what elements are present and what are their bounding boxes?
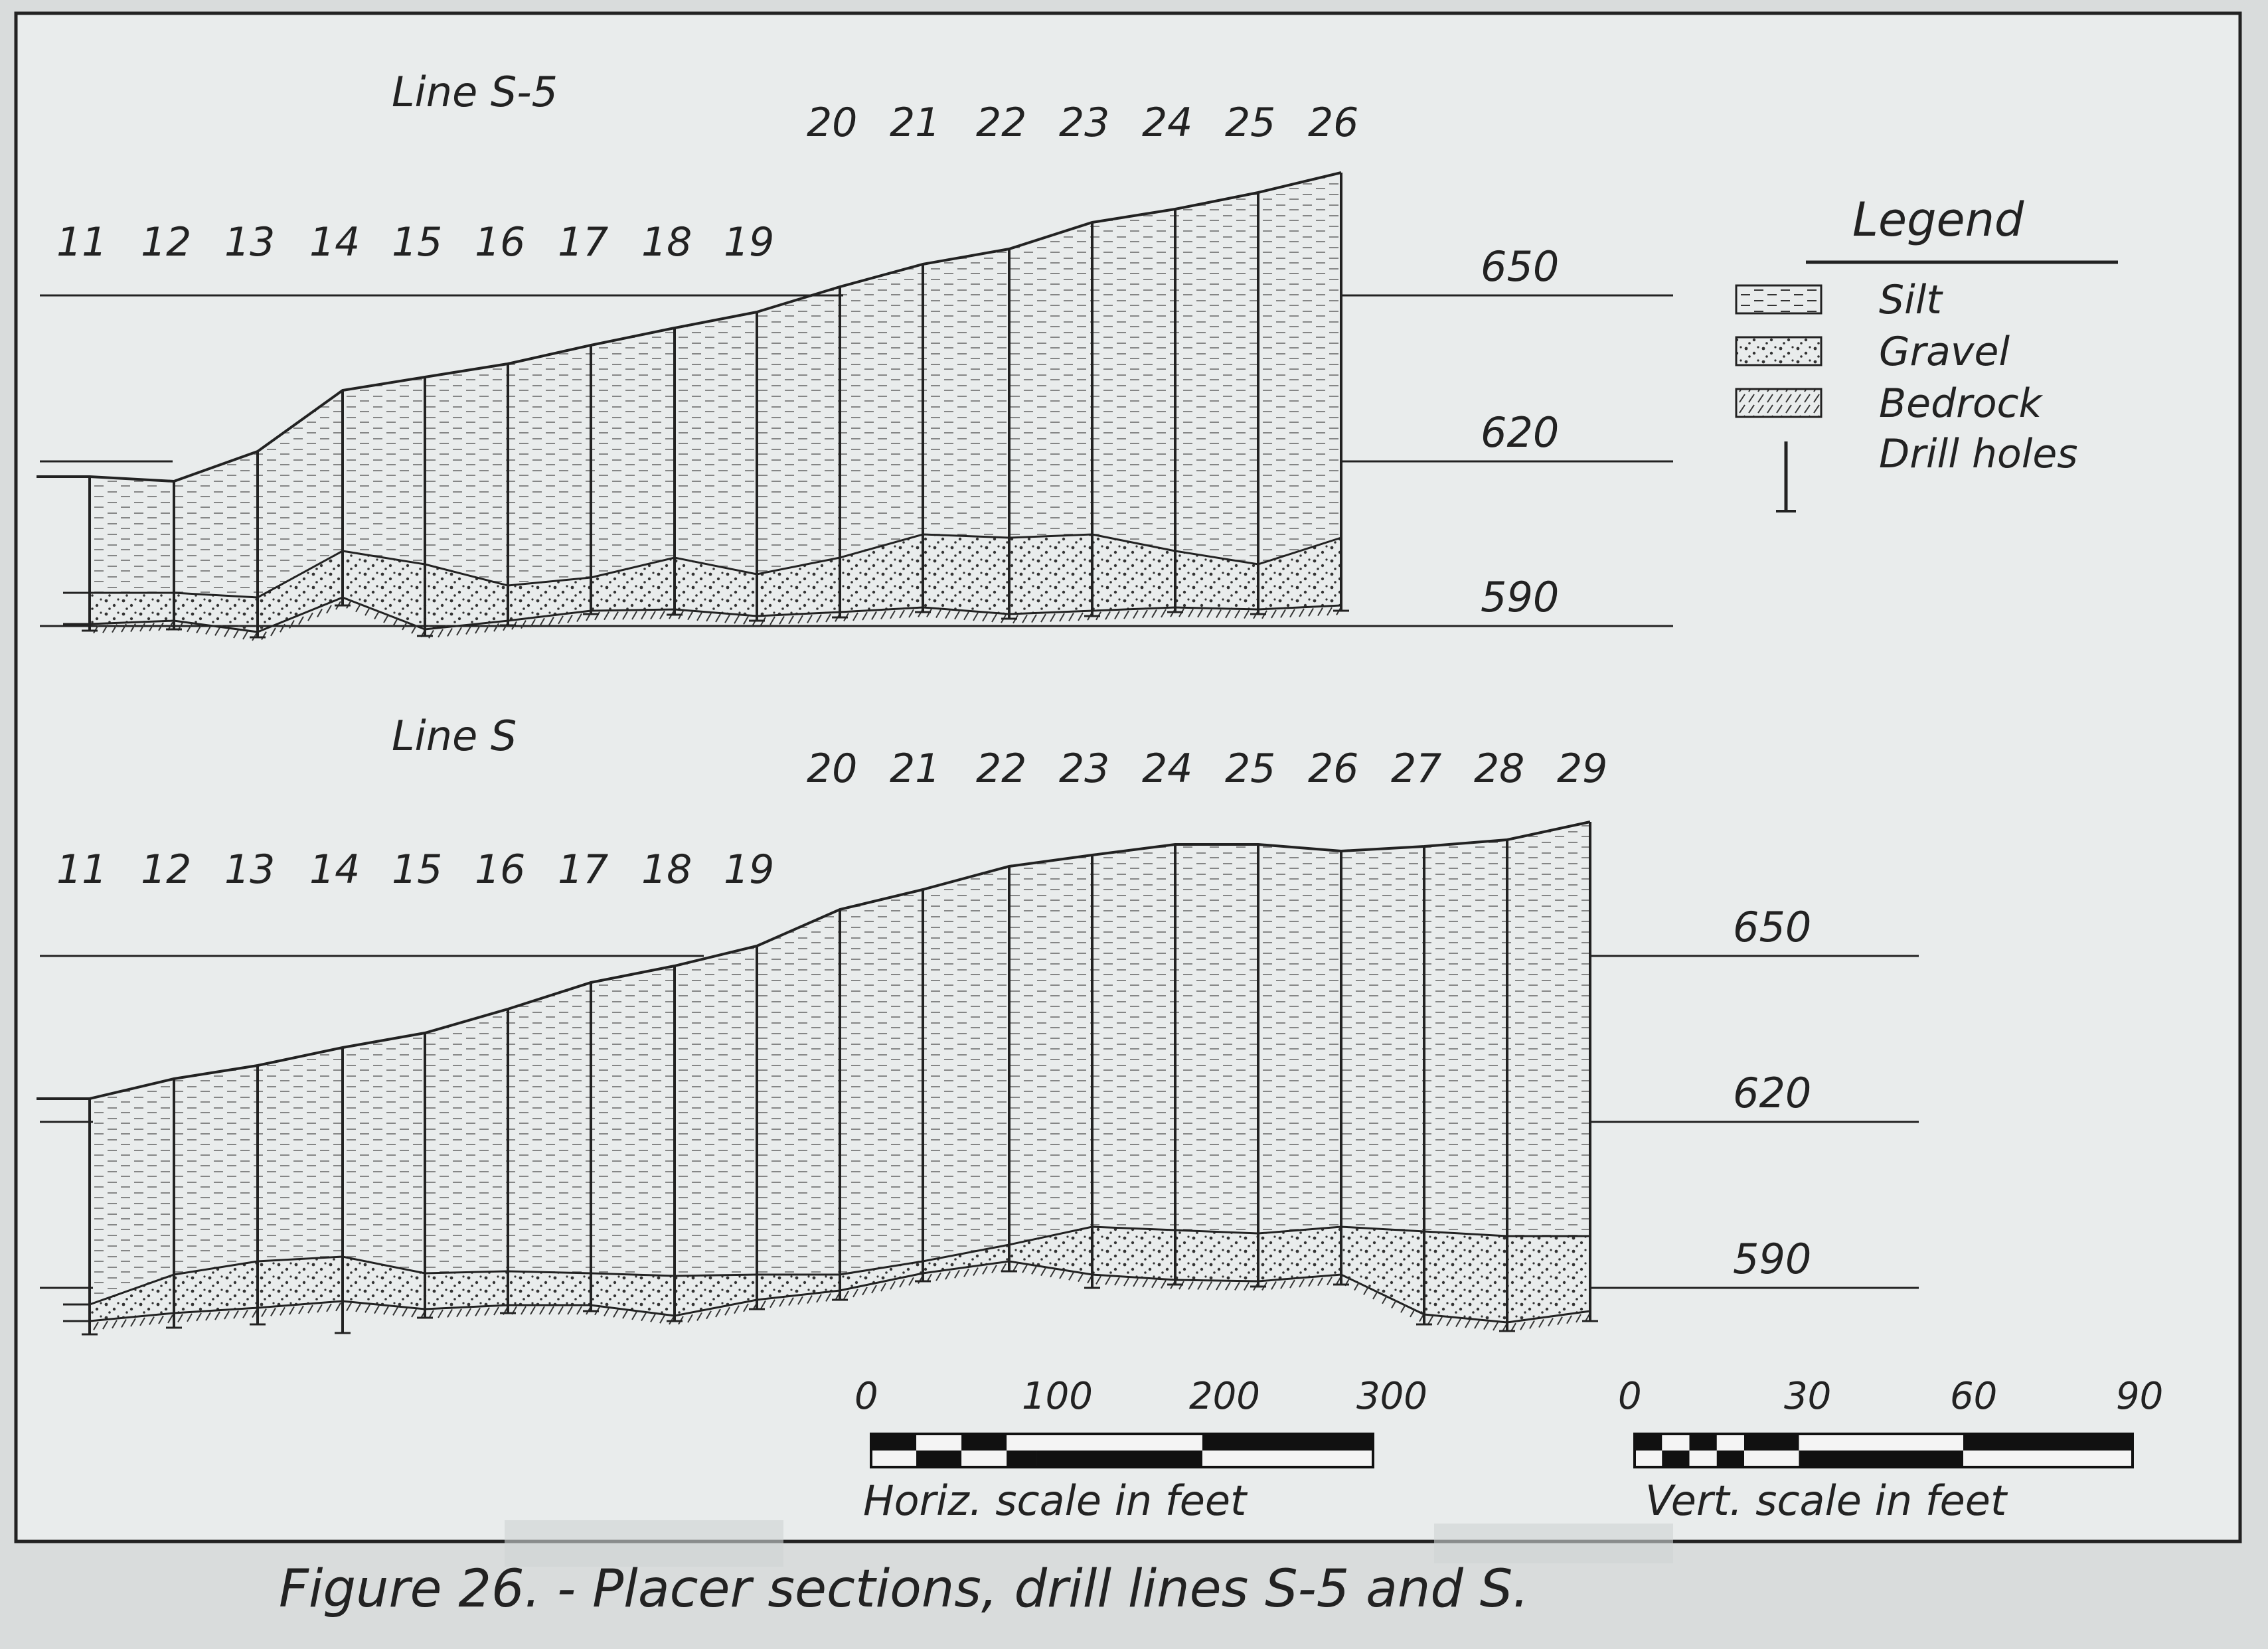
hole-label: 21 <box>890 100 940 146</box>
hole-labels: 11 12 13 14 15 16 17 18 19 20 21 22 23 24 25 26 27 28 29 <box>56 746 1607 893</box>
scale-bar <box>1633 1433 2134 1468</box>
scale-ticks: 0 30 60 90 <box>1618 1375 2163 1418</box>
hole-label: 15 <box>392 219 442 266</box>
hole-label: 19 <box>724 846 774 893</box>
hole-label: 26 <box>1308 746 1358 792</box>
scale-label: Vert. scale in feet <box>1645 1476 2008 1525</box>
drill-holes <box>82 173 1349 639</box>
scale-tick-label: 300 <box>1356 1375 1427 1418</box>
hole-label: 25 <box>1225 746 1275 792</box>
hole-label: 16 <box>475 219 525 266</box>
hole-label: 11 <box>56 846 107 893</box>
hole-label: 14 <box>309 846 360 893</box>
hole-label: 26 <box>1308 100 1358 146</box>
hole-label: 12 <box>141 846 191 893</box>
hole-label: 19 <box>724 219 774 266</box>
elevation-lines: 650 620 590 <box>40 903 1919 1289</box>
elevation-label: 650 <box>1733 903 1811 951</box>
hole-label: 13 <box>224 846 275 893</box>
legend-label: Silt <box>1879 277 1943 323</box>
hole-labels: 11 12 13 14 15 16 17 18 19 20 21 22 23 24 25 26 <box>56 100 1358 266</box>
section-profile <box>37 171 1342 641</box>
elevation-label: 620 <box>1481 408 1559 457</box>
horizontal-scale: 0 100 200 300 Horiz. scale in feet <box>854 1375 1427 1525</box>
hole-label: 20 <box>807 746 857 792</box>
scale-ticks: 0 100 200 300 <box>854 1375 1427 1418</box>
hole-label: 17 <box>558 846 608 893</box>
scale-tick-label: 90 <box>2116 1375 2163 1418</box>
elevation-label: 650 <box>1481 242 1559 291</box>
legend-label: Drill holes <box>1879 431 2078 477</box>
hole-label: 20 <box>807 100 857 146</box>
hole-label: 23 <box>1059 746 1109 792</box>
figure-caption: Figure 26. - Placer sections, drill line… <box>279 1559 1529 1619</box>
legend-label: Gravel <box>1879 329 2010 375</box>
legend-item-drill-holes: Drill holes <box>1776 431 2078 512</box>
hole-label: 13 <box>224 219 275 266</box>
hole-label: 14 <box>309 219 360 266</box>
hole-label: 18 <box>641 219 692 266</box>
scale-tick-label: 60 <box>1950 1375 1997 1418</box>
elevation-label: 620 <box>1733 1069 1811 1117</box>
hole-label: 15 <box>392 846 442 893</box>
bedrock-icon <box>1735 388 1822 418</box>
legend-item-bedrock: Bedrock <box>1735 380 2044 427</box>
legend-item-gravel: Gravel <box>1735 329 2010 375</box>
hole-label: 21 <box>890 746 940 792</box>
hole-label: 24 <box>1142 746 1192 792</box>
legend-title: Legend <box>1852 193 2024 247</box>
hole-label: 22 <box>976 100 1026 146</box>
legend-item-silt: Silt <box>1735 277 1943 323</box>
hole-label: 25 <box>1225 100 1275 146</box>
elevation-label: 590 <box>1481 573 1559 621</box>
elevation-lines: 650 620 590 <box>40 242 1673 627</box>
scale-tick-label: 200 <box>1189 1375 1260 1418</box>
elevation-label: 590 <box>1733 1235 1811 1283</box>
hole-label: 24 <box>1142 100 1192 146</box>
hole-label: 22 <box>976 746 1026 792</box>
drill-holes <box>82 822 1598 1336</box>
section-line-s5: Line S-5 650 620 590 11 12 13 14 15 16 17 18 19 20 2… <box>37 68 1673 641</box>
scale-tick-label: 100 <box>1022 1375 1093 1418</box>
scale-label: Horiz. scale in feet <box>863 1476 1248 1525</box>
hole-label: 17 <box>558 219 608 266</box>
hole-label: 28 <box>1474 746 1524 792</box>
hole-label: 29 <box>1557 746 1607 792</box>
hole-label: 12 <box>141 219 191 266</box>
gravel-icon <box>1735 336 1822 366</box>
vertical-scale: 0 30 60 90 Vert. scale in feet <box>1618 1375 2163 1525</box>
scale-tick-label: 0 <box>1618 1375 1642 1418</box>
legend-label: Bedrock <box>1879 380 2044 427</box>
hole-label: 11 <box>56 219 107 266</box>
hole-label: 16 <box>475 846 525 893</box>
scale-tick-label: 30 <box>1784 1375 1831 1418</box>
silt-icon <box>1735 284 1822 315</box>
hole-label: 18 <box>641 846 692 893</box>
section-title: Line S <box>392 712 517 760</box>
section-title: Line S-5 <box>392 68 558 116</box>
legend: Legend Silt Gravel Bedrock Drill holes <box>1735 193 2118 512</box>
section-line-s: Line S 650 620 590 11 12 13 14 15 16 17 18 19 20 21 2… <box>37 712 1919 1336</box>
scale-bar <box>870 1433 1374 1468</box>
scale-tick-label: 0 <box>854 1375 878 1418</box>
hole-label: 27 <box>1391 746 1441 792</box>
hole-label: 23 <box>1059 100 1109 146</box>
